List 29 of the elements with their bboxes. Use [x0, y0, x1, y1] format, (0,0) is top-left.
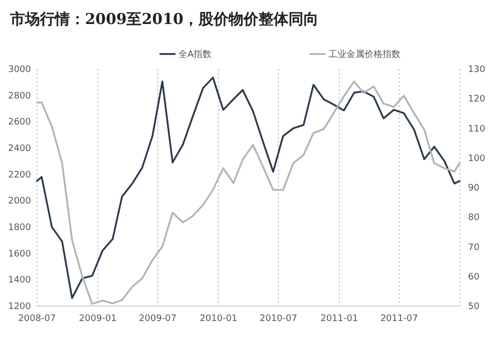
y-tick-label: 2800: [8, 91, 32, 102]
y2-tick-label: 70: [468, 242, 480, 253]
y-tick-label: 2200: [8, 170, 32, 180]
y-tick-label: 1400: [8, 276, 32, 286]
x-tick-label: 2011-01: [320, 314, 358, 324]
y-tick-label: 3000: [8, 65, 32, 75]
x-tick-label: 2010-01: [200, 314, 238, 324]
x-tick-label: 2008-07: [18, 314, 56, 324]
y-tick-label: 1800: [8, 223, 32, 233]
x-tick-label: 2011-07: [380, 314, 418, 324]
chart-title: 市场行情：2009至2010，股价物价整体同向: [9, 10, 318, 28]
y2-tick-label: 100: [468, 154, 486, 164]
y2-tick-label: 90: [468, 184, 480, 194]
y2-tick-label: 50: [468, 302, 480, 312]
y2-tick-label: 130: [468, 65, 486, 75]
x-tick-label: 2009-07: [138, 314, 177, 324]
legend-label: 工业金属价格指数: [328, 49, 400, 60]
y-tick-label: 2400: [8, 144, 32, 154]
legend-label: 全A指数: [178, 49, 212, 60]
x-tick-label: 2010-07: [260, 314, 298, 324]
y2-tick-label: 60: [468, 272, 480, 282]
y2-tick-label: 80: [468, 213, 480, 224]
y2-tick-label: 110: [468, 124, 486, 134]
y-tick-label: 2000: [8, 196, 32, 207]
y-tick-label: 1600: [8, 249, 32, 260]
y2-tick-label: 120: [468, 94, 486, 105]
y-tick-label: 2600: [8, 118, 32, 128]
y-tick-label: 1200: [8, 302, 32, 312]
x-tick-label: 2009-01: [79, 314, 117, 324]
